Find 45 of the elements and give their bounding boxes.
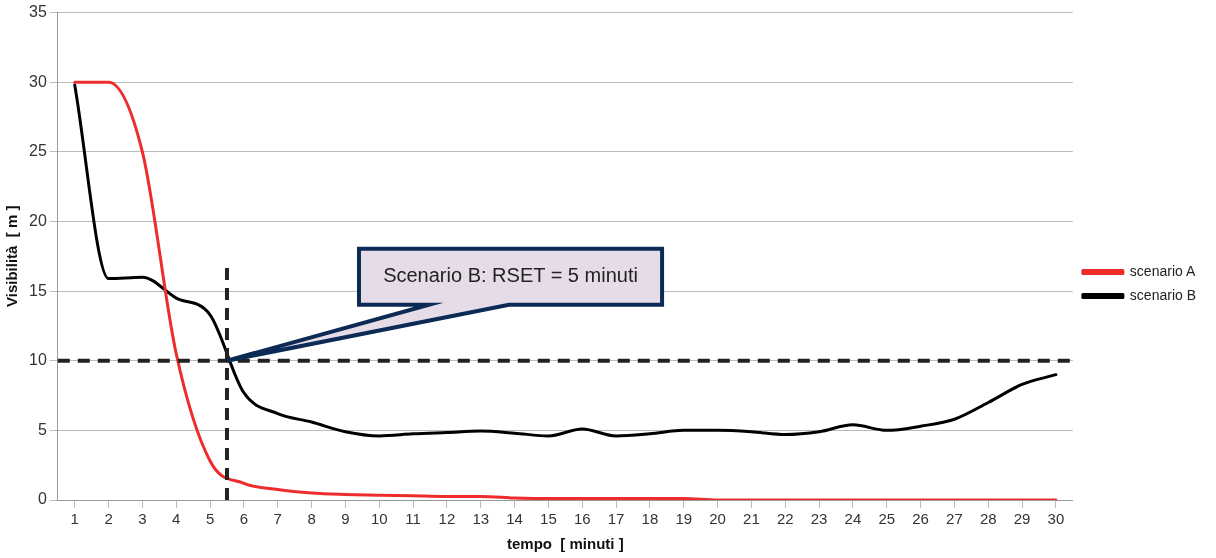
x-tick-label: 14 (506, 510, 523, 528)
x-tick-label: 4 (172, 510, 181, 528)
x-tick-label: 20 (709, 510, 726, 528)
x-tick-label: 6 (239, 510, 249, 528)
x-tick-label: 29 (1013, 510, 1031, 528)
x-tick-label: 10 (370, 510, 388, 528)
y-tick-label: 0 (37, 490, 47, 508)
annotation: Scenario B: RSET = 5 minuti (383, 264, 638, 287)
x-tick-label: 23 (810, 510, 828, 528)
y-tick-label: 30 (29, 72, 47, 90)
x-tick-label: 24 (844, 510, 862, 528)
legend-label: scenario A (1129, 262, 1196, 279)
y-tick-label: 15 (29, 281, 47, 299)
x-tick-label: 3 (138, 510, 147, 528)
y-tick-label: 35 (29, 3, 47, 21)
x-tick-label: 1 (70, 510, 79, 528)
x-tick-label: 27 (946, 510, 963, 528)
x-tick-label: 7 (273, 510, 282, 528)
y-tick-label: 5 (37, 420, 47, 438)
x-tick-label: 22 (776, 510, 794, 528)
x-tick-label: 9 (341, 510, 350, 528)
y-axis-title: Visibilità [ m ] (3, 205, 21, 308)
x-tick-label: 12 (438, 510, 456, 528)
y-tick-label: 25 (29, 142, 47, 160)
x-tick-label: 5 (205, 510, 215, 528)
x-tick-label: 19 (675, 510, 693, 528)
x-tick-label: 15 (540, 510, 557, 528)
x-tick-label: 28 (979, 510, 997, 528)
x-tick-label: 18 (641, 510, 659, 528)
x-tick-label: 17 (607, 510, 625, 528)
x-axis-title: tempo [ minuti ] (507, 535, 624, 553)
x-tick-label: 25 (878, 510, 896, 528)
x-tick-label: 26 (912, 510, 929, 528)
x-tick-label: 2 (104, 510, 113, 528)
y-tick-label: 20 (29, 211, 47, 229)
x-tick-label: 11 (405, 510, 421, 528)
x-tick-label: 16 (573, 510, 591, 528)
y-tick-label: 10 (29, 351, 47, 369)
x-tick-label: 30 (1047, 510, 1065, 528)
x-tick-label: 13 (472, 510, 490, 528)
line-series (73, 83, 1058, 438)
legend-label: scenario B (1129, 286, 1197, 303)
x-tick-label: 8 (307, 510, 316, 528)
x-tick-label: 21 (743, 510, 760, 528)
line-series (73, 80, 1058, 500)
